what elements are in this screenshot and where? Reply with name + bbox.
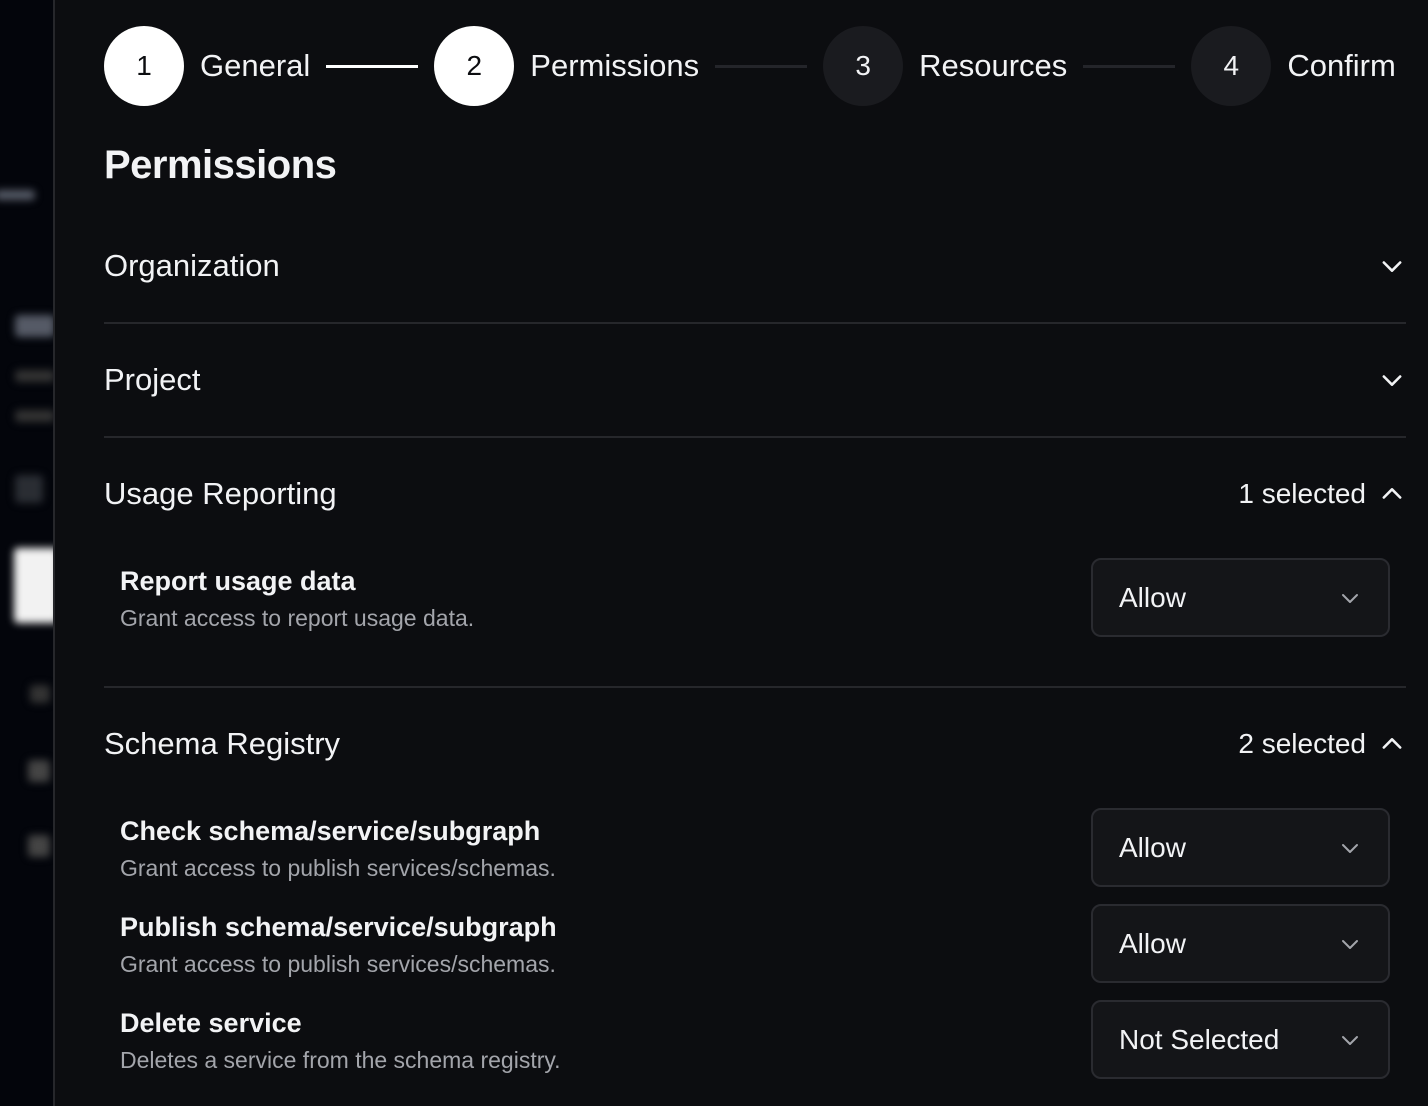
chevron-up-icon[interactable] [1378,480,1406,508]
chevron-down-icon[interactable] [1378,366,1406,394]
permission-item: Publish schema/service/subgraph Grant ac… [120,912,1390,978]
chevron-down-icon [1342,1035,1358,1045]
step-label: Confirm [1287,48,1396,83]
divider [104,686,1406,688]
step-confirm[interactable]: 4 Confirm [1191,26,1396,106]
section-title: Project [104,362,201,397]
page-title: Permissions [104,143,337,187]
permission-description: Grant access to publish services/schemas… [120,855,556,881]
step-connector [715,64,808,68]
divider [104,322,1406,324]
select-value: Allow [1119,831,1186,863]
step-label: General [200,48,311,83]
step-number: 2 [434,26,515,106]
permission-select[interactable]: Allow [1091,558,1390,637]
permission-description: Grant access to publish services/schemas… [120,951,556,977]
permission-item: Check schema/service/subgraph Grant acce… [120,816,1390,882]
permission-description: Grant access to report usage data. [120,605,475,631]
divider [104,436,1406,438]
section-title: Schema Registry [104,726,341,761]
permission-title: Report usage data [120,566,356,596]
blurred-background [0,0,53,1106]
permission-select[interactable]: Allow [1091,904,1390,983]
step-connector [1083,64,1176,68]
section-title: Organization [104,248,280,283]
section-usage-reporting[interactable]: Usage Reporting 1 selected [104,474,1406,514]
select-value: Allow [1119,927,1186,959]
select-value: Not Selected [1119,1023,1280,1055]
permission-select[interactable]: Allow [1091,808,1390,887]
selected-count: 2 selected [1238,728,1366,759]
step-number: 1 [104,26,184,106]
permission-title: Publish schema/service/subgraph [120,912,557,942]
permission-title: Check schema/service/subgraph [120,816,541,846]
chevron-down-icon [1342,939,1358,949]
step-label: Permissions [530,48,700,83]
create-role-panel: 1 General 2 Permissions 3 Resources 4 Co… [53,0,1428,1106]
chevron-down-icon [1342,843,1358,853]
select-value: Allow [1119,581,1186,613]
permission-title: Delete service [120,1008,302,1038]
stepper: 1 General 2 Permissions 3 Resources 4 Co… [104,26,1396,106]
chevron-down-icon [1342,593,1358,603]
selected-count: 1 selected [1238,478,1366,509]
chevron-down-icon[interactable] [1378,252,1406,280]
section-project[interactable]: Project [104,360,1406,400]
permission-select[interactable]: Not Selected [1091,1000,1390,1079]
section-organization[interactable]: Organization [104,246,1406,286]
permission-item: Delete service Deletes a service from th… [120,1008,1390,1074]
step-number: 3 [823,26,904,106]
step-label: Resources [919,48,1068,83]
section-schema-registry[interactable]: Schema Registry 2 selected [104,724,1406,764]
permission-description: Deletes a service from the schema regist… [120,1047,561,1073]
chevron-up-icon[interactable] [1378,730,1406,758]
step-permissions[interactable]: 2 Permissions [434,26,699,106]
step-connector [326,64,419,68]
permission-item: Report usage data Grant access to report… [120,566,1390,632]
step-general[interactable]: 1 General [104,26,310,106]
step-number: 4 [1191,26,1272,106]
section-title: Usage Reporting [104,476,337,511]
step-resources[interactable]: 3 Resources [823,26,1067,106]
